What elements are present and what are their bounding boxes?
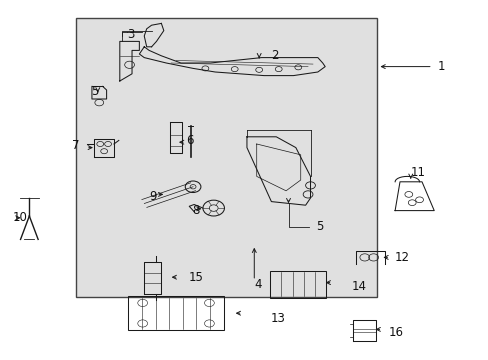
Text: 10: 10 <box>12 211 27 224</box>
Text: 16: 16 <box>388 327 403 339</box>
Text: 5: 5 <box>91 85 99 98</box>
Text: 13: 13 <box>270 312 285 325</box>
Text: 3: 3 <box>127 28 134 41</box>
Text: 11: 11 <box>410 166 425 179</box>
Text: 5: 5 <box>316 220 323 233</box>
Text: 12: 12 <box>394 251 409 264</box>
Text: 6: 6 <box>185 134 193 147</box>
Text: 2: 2 <box>271 49 278 62</box>
Text: 4: 4 <box>254 278 261 291</box>
Bar <box>76 18 376 297</box>
Text: 15: 15 <box>188 271 203 284</box>
Bar <box>128 296 223 330</box>
Text: 8: 8 <box>192 204 199 217</box>
Text: 7: 7 <box>72 139 80 152</box>
Text: 1: 1 <box>437 60 444 73</box>
Text: 9: 9 <box>149 190 156 203</box>
Text: 14: 14 <box>351 280 366 293</box>
Bar <box>269 271 326 298</box>
